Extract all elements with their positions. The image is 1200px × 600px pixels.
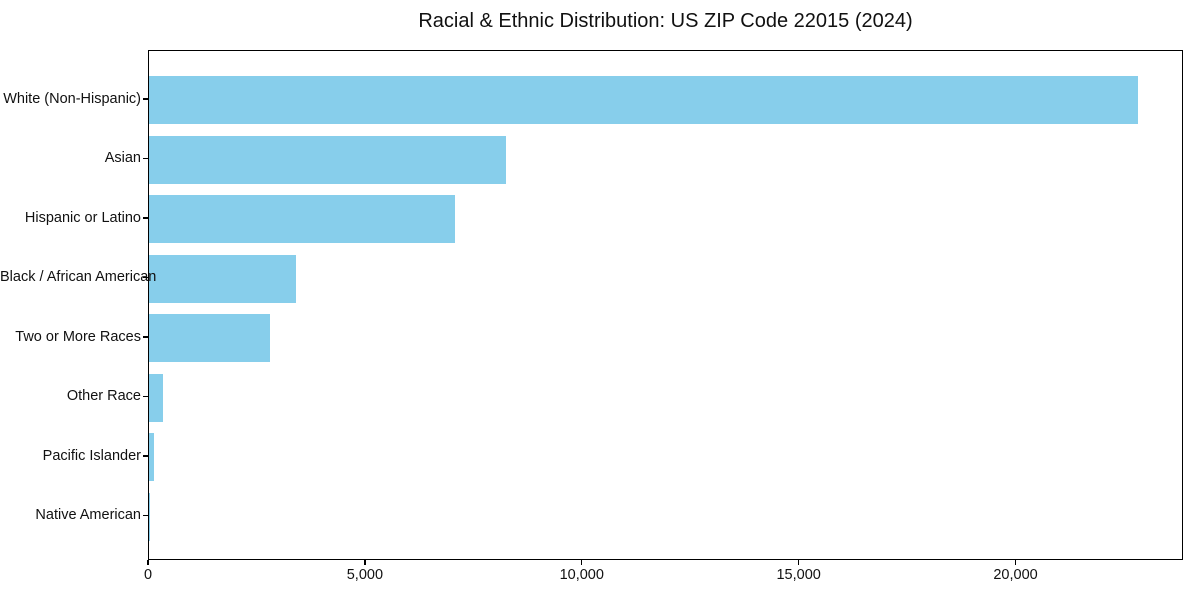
x-tick-mark bbox=[581, 560, 583, 565]
bar-pacific-islander bbox=[149, 433, 154, 481]
chart-title: Racial & Ethnic Distribution: US ZIP Cod… bbox=[418, 10, 913, 32]
x-tick-mark bbox=[364, 560, 366, 565]
x-tick-label: 0 bbox=[143, 567, 153, 583]
x-tick-label: 5,000 bbox=[346, 567, 384, 583]
y-tick-label: Native American bbox=[35, 507, 141, 523]
y-tick-label: Pacific Islander bbox=[42, 447, 141, 464]
y-tick-mark bbox=[143, 395, 148, 398]
y-tick-label: White (Non-Hispanic) bbox=[3, 90, 141, 107]
y-tick-mark bbox=[143, 455, 148, 457]
y-tick-label: Two or More Races bbox=[15, 328, 141, 345]
x-tick-mark bbox=[1014, 560, 1017, 565]
bar-black-african-american bbox=[149, 254, 296, 303]
x-tick-label: 20,000 bbox=[993, 567, 1038, 583]
y-tick-mark bbox=[143, 276, 148, 279]
x-tick-mark bbox=[147, 560, 149, 565]
y-tick-label: Asian bbox=[104, 150, 141, 166]
bar-white-non-hispanic bbox=[149, 76, 1138, 124]
plot-area bbox=[148, 50, 1183, 560]
bar-native-american bbox=[149, 492, 151, 541]
y-tick-mark bbox=[143, 336, 148, 338]
y-tick-mark bbox=[143, 514, 148, 517]
bar-asian bbox=[149, 135, 506, 184]
y-tick-mark bbox=[143, 98, 148, 100]
y-tick-label: Black / African American bbox=[0, 269, 157, 285]
y-tick-label: Hispanic or Latino bbox=[24, 209, 141, 226]
y-tick-label: Other Race bbox=[66, 388, 141, 404]
y-tick-mark bbox=[143, 157, 148, 160]
x-tick-label: 15,000 bbox=[776, 567, 821, 583]
x-tick-mark bbox=[798, 560, 800, 565]
bar-other-race bbox=[149, 373, 164, 422]
bar-two-or-more-races bbox=[149, 314, 271, 362]
x-tick-label: 10,000 bbox=[559, 567, 604, 583]
bar-hispanic-or-latino bbox=[149, 195, 455, 243]
y-tick-mark bbox=[143, 217, 148, 219]
